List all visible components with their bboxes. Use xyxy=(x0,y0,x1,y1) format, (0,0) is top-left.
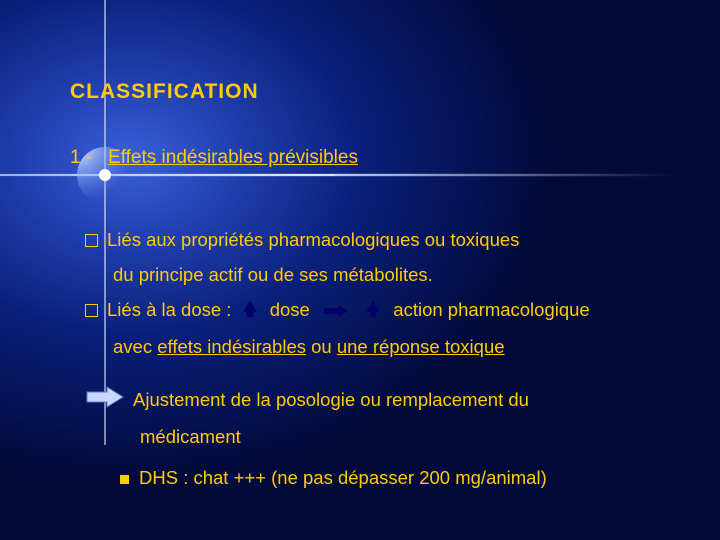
filled-square-bullet-icon xyxy=(120,475,129,484)
line-4-cont: médicament xyxy=(140,419,700,454)
text: Ajustement de la posologie ou remplaceme… xyxy=(133,389,529,410)
text: dose xyxy=(270,299,310,320)
conclusion-arrow-icon xyxy=(85,384,125,419)
increase-icon xyxy=(241,294,259,329)
subtitle-number: 1 - xyxy=(70,147,92,168)
text: du principe actif ou de ses métabolites. xyxy=(113,264,433,285)
line-3: avec effets indésirables ou une réponse … xyxy=(113,329,700,364)
body-text: Liés aux propriétés pharmacologiques ou … xyxy=(85,222,700,495)
line-4: Ajustement de la posologie ou remplaceme… xyxy=(85,382,700,419)
slide-title: CLASSIFICATION xyxy=(70,80,259,104)
bullet-line-5: DHS : chat +++ (ne pas dépasser 200 mg/a… xyxy=(120,460,700,495)
slide: CLASSIFICATION 1 - Effets indésirables p… xyxy=(0,0,720,540)
text: DHS : chat +++ (ne pas dépasser 200 mg/a… xyxy=(139,467,547,488)
bullet-line-2: Liés à la dose : dose action pharmacolog… xyxy=(85,292,700,329)
subtitle: 1 - Effets indésirables prévisibles xyxy=(70,147,358,169)
text: médicament xyxy=(140,426,241,447)
text: ou xyxy=(306,336,337,357)
bullet-line-1: Liés aux propriétés pharmacologiques ou … xyxy=(85,222,700,257)
bullet-line-1-cont: du principe actif ou de ses métabolites. xyxy=(113,257,700,292)
increase-icon xyxy=(364,294,382,329)
text-underline: une réponse toxique xyxy=(337,336,505,357)
square-bullet-icon xyxy=(85,304,98,317)
text: action pharmacologique xyxy=(393,299,589,320)
subtitle-text: Effets indésirables prévisibles xyxy=(108,147,358,168)
square-bullet-icon xyxy=(85,234,98,247)
text-underline: effets indésirables xyxy=(157,336,306,357)
right-arrow-icon xyxy=(323,294,349,329)
text: Liés à la dose : xyxy=(107,299,231,320)
content: CLASSIFICATION 1 - Effets indésirables p… xyxy=(0,0,720,540)
text: Liés aux propriétés pharmacologiques ou … xyxy=(107,229,519,250)
text: avec xyxy=(113,336,157,357)
